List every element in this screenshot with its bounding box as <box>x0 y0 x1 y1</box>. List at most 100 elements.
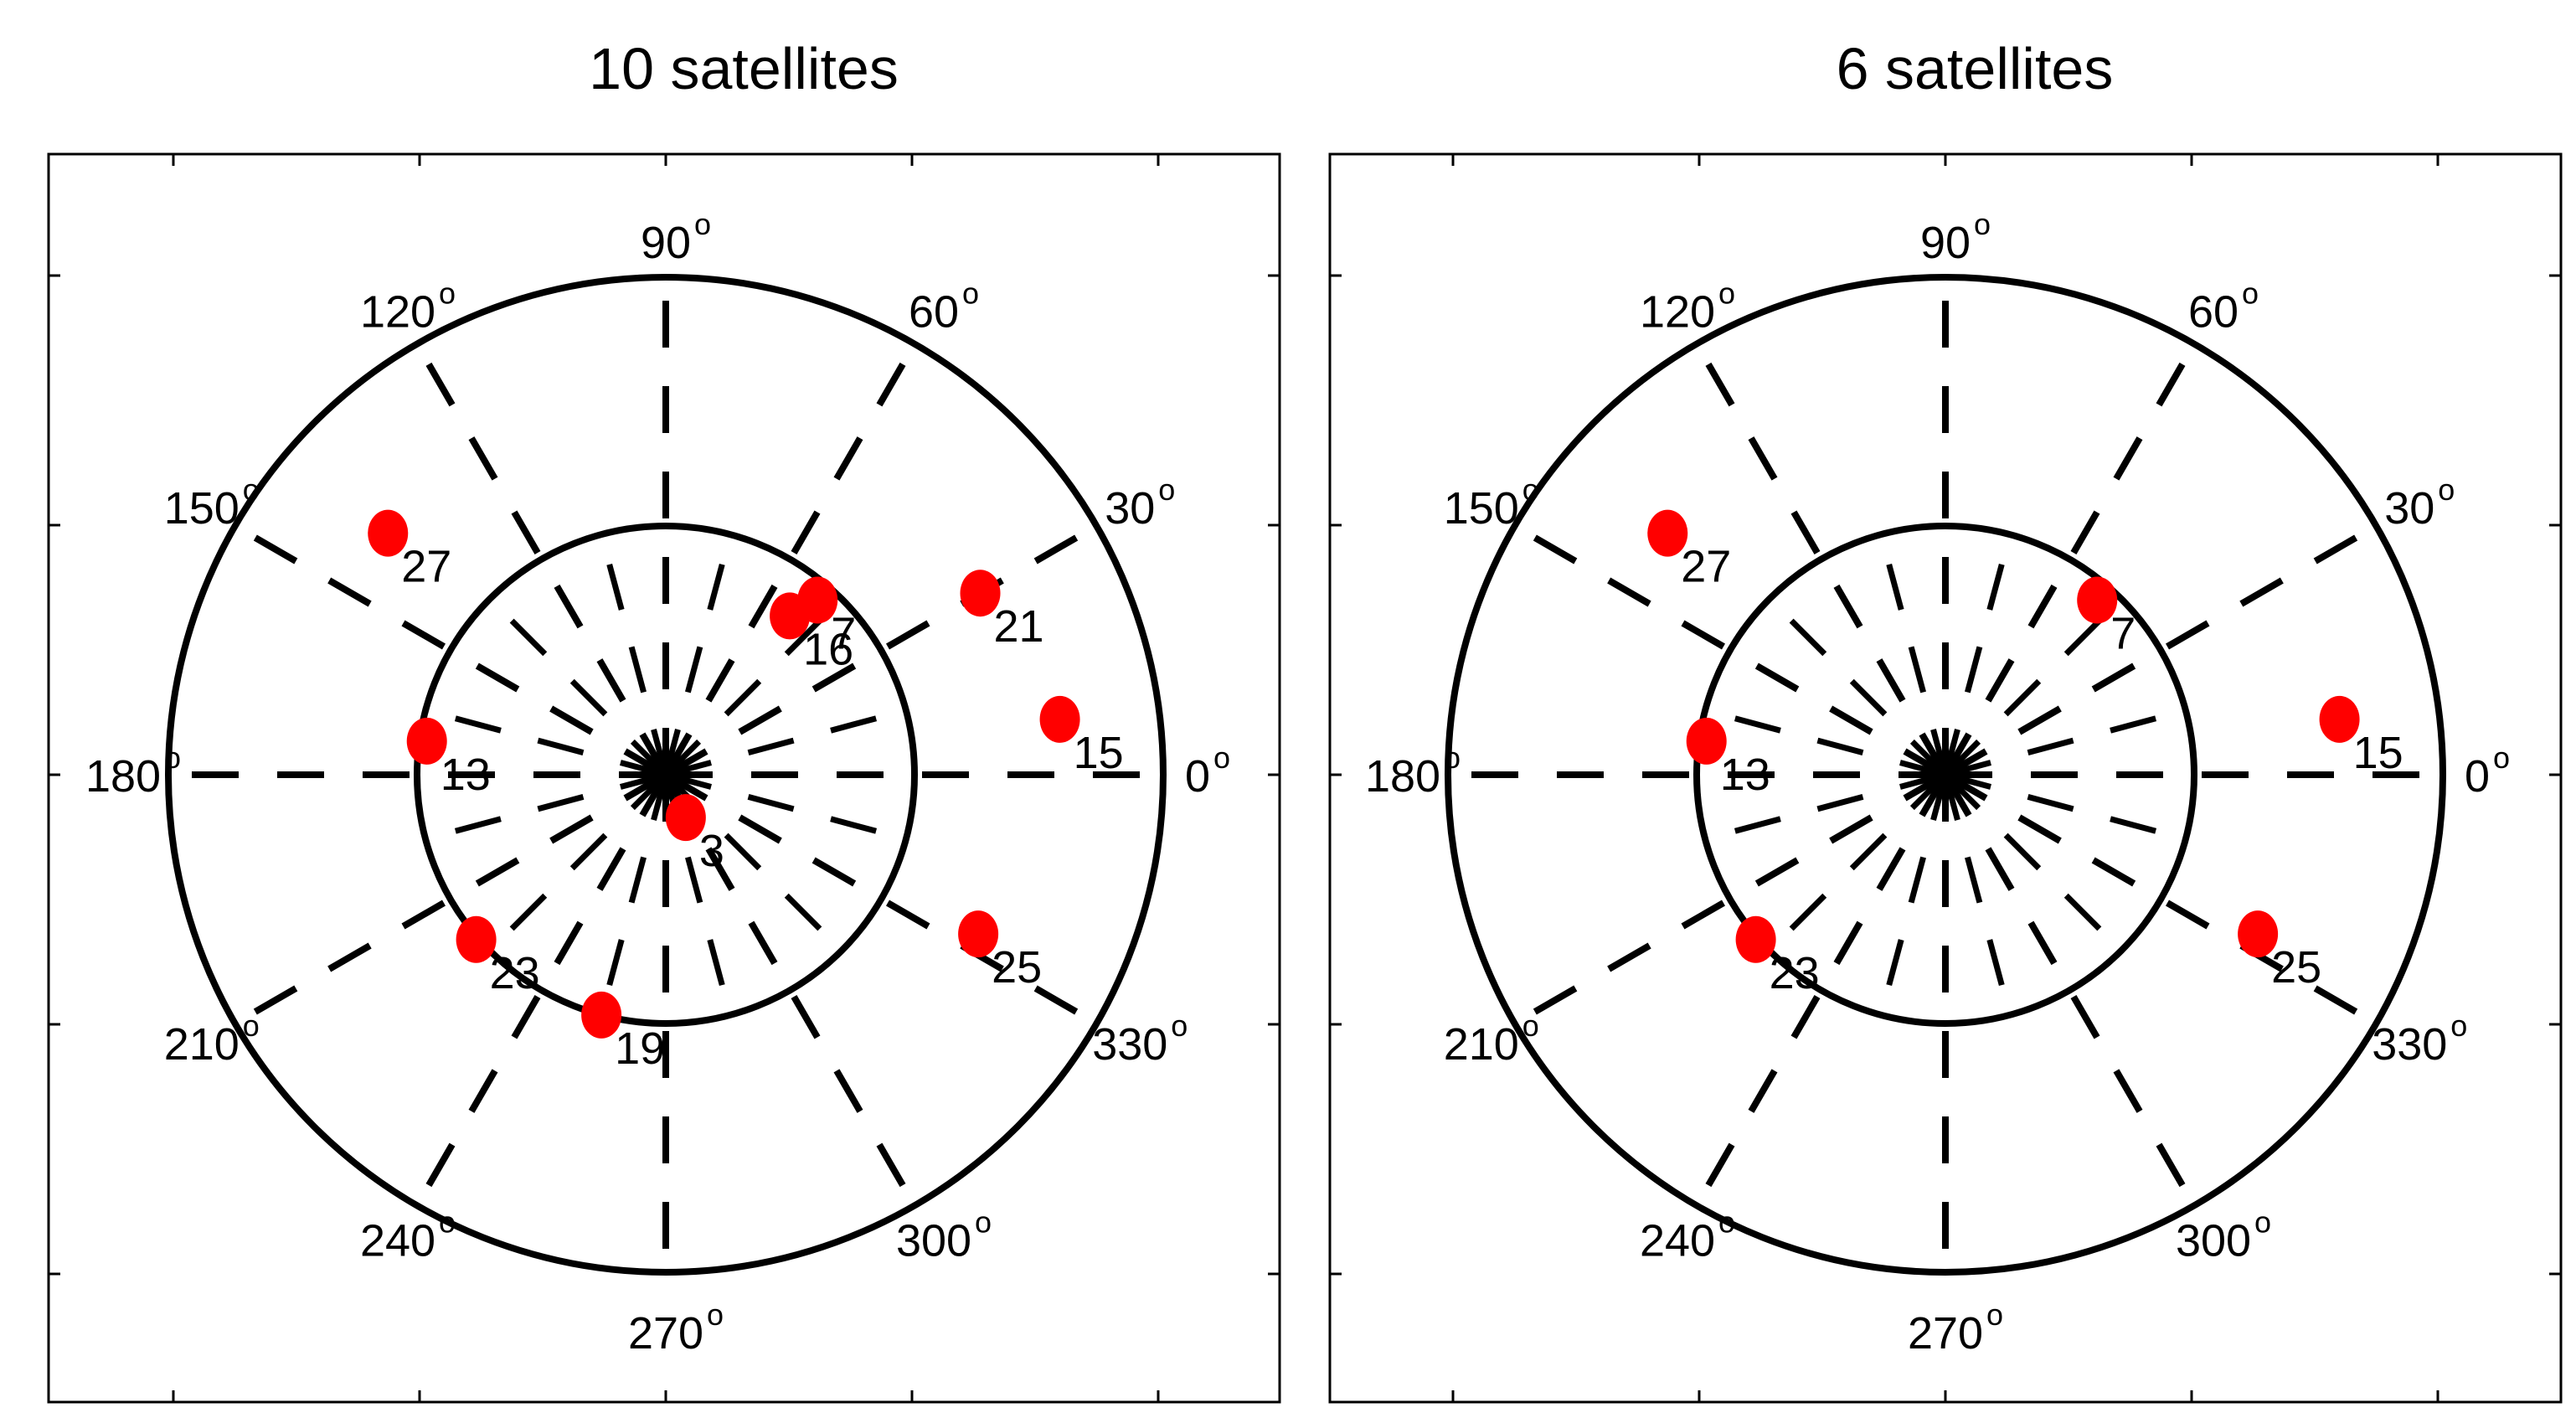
panel-1-satellite-label-19: 19 <box>615 1023 665 1074</box>
panel-2-inner-spoke-195 <box>1704 771 1946 843</box>
panel-1-angle-degree-mark-210: o <box>243 1008 260 1043</box>
panel-1-angle-label-300: 300 <box>896 1215 971 1266</box>
panel-1-inner-spoke-105 <box>598 534 669 776</box>
panel-1-satellite-marker-13 <box>406 717 447 765</box>
panel-1-angle-label-150: 150 <box>164 483 240 534</box>
panel-1-satellite-label-23: 23 <box>490 948 540 998</box>
panel-1-angle-degree-mark-270: o <box>707 1297 724 1332</box>
panel-1-angle-label-0: 0 <box>1185 751 1210 802</box>
panel-2-inner-ring <box>1693 523 2197 1027</box>
panel-2-angle-label-330: 330 <box>2372 1019 2447 1070</box>
panel-2-angle-label-0: 0 <box>2465 751 2490 802</box>
panel-2-satellite-label-13: 13 <box>1720 750 1770 800</box>
panel-1-title: 10 satellites <box>589 36 899 101</box>
panel-2-inner-spoke-75 <box>1942 534 2013 776</box>
panel-2-inner-spoke-225 <box>1767 772 1948 953</box>
panel-2-inner-spoke-255 <box>1878 774 1949 1016</box>
panel-2-inner-spoke-105 <box>1878 534 1949 776</box>
panel-2-angle-label-150: 150 <box>1444 483 1519 534</box>
panel-2-satellite-marker-13 <box>1686 717 1727 765</box>
panel-1-satellite-label-7: 7 <box>831 609 856 659</box>
panel-1-angle-degree-mark-300: o <box>975 1204 992 1239</box>
panel-1-angle-label-30: 30 <box>1105 483 1155 534</box>
panel-2-inner-spoke-15 <box>1945 707 2187 778</box>
panel-1-angle-degree-mark-240: o <box>439 1204 456 1239</box>
panel-2-angle-label-210: 210 <box>1444 1019 1519 1070</box>
panel-2-angle-degree-mark-120: o <box>1718 276 1735 311</box>
panel-1-satellite-label-13: 13 <box>440 750 491 800</box>
panel-2-angle-degree-mark-60: o <box>2242 276 2259 311</box>
panel-2-satellite-label-23: 23 <box>1770 948 1820 998</box>
panel-1-angle-degree-mark-120: o <box>439 276 456 311</box>
panel-1-plot-frame <box>47 152 1281 1404</box>
panel-1-inner-ring <box>414 523 918 1027</box>
panel-1-angle-degree-mark-150: o <box>243 472 260 507</box>
panel-2-inner-spoke-345 <box>1945 771 2187 843</box>
panel-1-satellite-label-15: 15 <box>1074 728 1124 778</box>
panel-1-angle-degree-mark-60: o <box>962 276 979 311</box>
panel-1-satellite-label-25: 25 <box>992 942 1042 992</box>
panel-1-satellite-marker-15 <box>1039 695 1080 743</box>
panel-1-outer-ring <box>165 274 1167 1276</box>
panel-1-angle-label-120: 120 <box>360 287 435 338</box>
panel-2-satellite-marker-27 <box>1647 509 1688 557</box>
panel-2-angle-degree-mark-270: o <box>1986 1297 2003 1332</box>
panel-1-angle-label-240: 240 <box>360 1215 435 1266</box>
panel-2-satellite-marker-25 <box>2238 910 2279 958</box>
panel-2-satellite-marker-7 <box>2077 576 2118 624</box>
panel-2-inner-spoke-45 <box>1943 596 2124 777</box>
panel-1-satellite-marker-21 <box>960 570 1001 617</box>
panel-1-satellite-marker-3 <box>665 794 706 842</box>
panel-1-satellite-label-27: 27 <box>401 542 451 592</box>
panel-1-angle-degree-mark-30: o <box>1158 472 1175 507</box>
panel-2-angle-degree-mark-300: o <box>2254 1204 2271 1239</box>
panel-2-satellite-label-25: 25 <box>2271 942 2321 992</box>
panel-2-angle-label-180: 180 <box>1365 751 1440 802</box>
panel-1-angle-degree-mark-180: o <box>164 740 181 775</box>
panel-1-angle-label-330: 330 <box>1092 1019 1167 1070</box>
panel-2-inner-spoke-165 <box>1704 707 1946 778</box>
panel-2-angle-degree-mark-330: o <box>2450 1008 2467 1043</box>
panel-1-inner-spoke-135 <box>487 596 668 777</box>
panel-2-satellite-label-7: 7 <box>2110 609 2136 659</box>
panel-2-outer-ring <box>1445 274 2446 1276</box>
panel-1-satellite-marker-23 <box>456 915 497 963</box>
panel-1-satellite-label-21: 21 <box>994 601 1044 652</box>
panel-1-inner-spoke-15 <box>665 707 907 778</box>
panel-2-angle-degree-mark-150: o <box>1522 472 1539 507</box>
panel-2-angle-degree-mark-240: o <box>1718 1204 1735 1239</box>
panel-2-angle-degree-mark-0: o <box>2493 740 2510 775</box>
panel-1-angle-label-210: 210 <box>164 1019 240 1070</box>
panel-2-satellite-marker-23 <box>1735 915 1776 963</box>
panel-1-satellite-label-3: 3 <box>699 826 724 876</box>
panel-1-inner-spoke-225 <box>487 772 668 953</box>
panel-1-inner-spoke-345 <box>665 771 907 843</box>
panel-1-angle-label-90: 90 <box>641 218 691 268</box>
panel-2-angle-label-60: 60 <box>2188 287 2239 338</box>
panel-2-satellite-label-15: 15 <box>2353 728 2403 778</box>
panel-2-title: 6 satellites <box>1836 36 2114 101</box>
panel-2-satellite-label-27: 27 <box>1681 542 1731 592</box>
panel-2-angle-degree-mark-30: o <box>2438 472 2455 507</box>
panel-1-satellite-marker-27 <box>368 509 409 557</box>
panel-1-inner-spoke-45 <box>663 596 844 777</box>
panel-1-inner-spoke-75 <box>662 534 734 776</box>
panel-2-inner-spoke-315 <box>1943 772 2124 953</box>
panel-2-angle-label-240: 240 <box>1640 1215 1715 1266</box>
panel-1-angle-degree-mark-0: o <box>1213 740 1230 775</box>
panel-1-inner-spoke-165 <box>425 707 667 778</box>
panel-1-angle-label-180: 180 <box>85 751 161 802</box>
panel-2-angle-degree-mark-90: o <box>1974 207 1991 241</box>
panel-2-angle-label-300: 300 <box>2176 1215 2251 1266</box>
panel-2-angle-label-90: 90 <box>1920 218 1971 268</box>
panel-1-inner-spoke-195 <box>425 771 667 843</box>
panel-2-angle-degree-mark-180: o <box>1444 740 1461 775</box>
panel-1-satellite-marker-25 <box>958 910 999 958</box>
panel-1-satellite-marker-16 <box>770 592 811 640</box>
panel-2-angle-degree-mark-210: o <box>1522 1008 1539 1043</box>
panel-1-satellite-label-16: 16 <box>803 624 853 674</box>
panel-2-angle-label-120: 120 <box>1640 287 1715 338</box>
panel-1-angle-degree-mark-330: o <box>1171 1008 1188 1043</box>
